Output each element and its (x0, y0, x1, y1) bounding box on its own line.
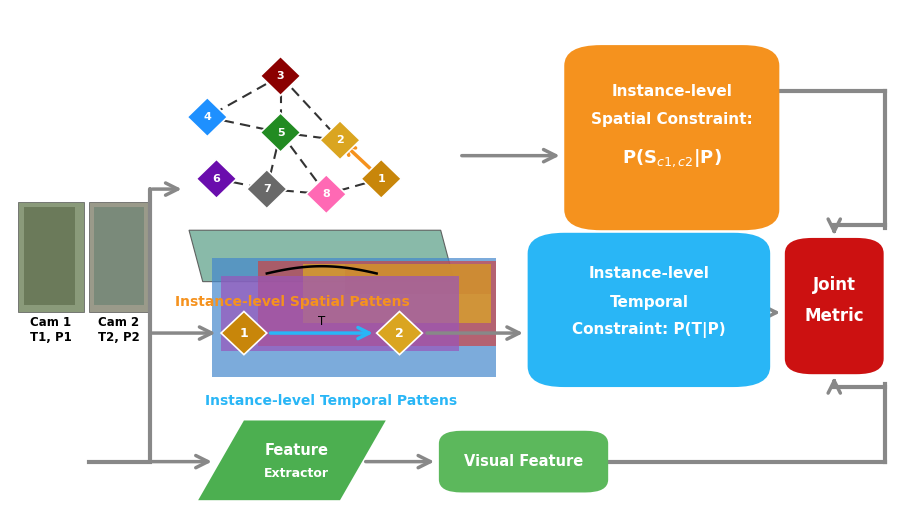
Text: Metric: Metric (804, 307, 864, 325)
Bar (24, 207, 74, 305)
Text: Instance-level: Instance-level (611, 84, 733, 99)
FancyBboxPatch shape (439, 431, 609, 493)
Text: Cam 1
T1, P1: Cam 1 T1, P1 (30, 316, 72, 344)
Text: Constraint: P(T|P): Constraint: P(T|P) (572, 323, 726, 339)
Polygon shape (189, 230, 454, 282)
Bar (89, 202, 149, 312)
Text: Extractor: Extractor (264, 467, 329, 480)
Text: 2: 2 (395, 327, 404, 340)
FancyBboxPatch shape (528, 233, 770, 387)
Polygon shape (198, 420, 386, 500)
Text: P(S$_{c1,c2}$|P): P(S$_{c1,c2}$|P) (621, 147, 722, 169)
Bar (221, 277, 459, 351)
Text: Temporal: Temporal (610, 295, 688, 310)
Text: 4: 4 (204, 112, 211, 122)
Polygon shape (307, 175, 346, 214)
Bar (212, 258, 496, 377)
Text: T: T (319, 315, 325, 328)
Text: 6: 6 (213, 174, 220, 184)
Polygon shape (261, 56, 301, 96)
Text: Instance-level: Instance-level (588, 266, 710, 281)
Text: 2: 2 (336, 135, 344, 145)
Bar (304, 264, 491, 323)
Polygon shape (319, 120, 360, 160)
Text: Instance-level Temporal Pattens: Instance-level Temporal Pattens (205, 394, 457, 408)
Polygon shape (247, 170, 287, 209)
Text: Visual Feature: Visual Feature (464, 454, 583, 469)
Polygon shape (361, 159, 401, 199)
FancyBboxPatch shape (785, 238, 884, 374)
Text: Feature: Feature (264, 443, 329, 458)
Text: 1: 1 (377, 174, 385, 184)
Polygon shape (187, 98, 228, 136)
Text: Instance-level Spatial Pattens: Instance-level Spatial Pattens (175, 295, 409, 309)
Text: 3: 3 (276, 71, 285, 81)
Text: Joint: Joint (812, 277, 856, 295)
Polygon shape (221, 311, 267, 355)
Text: Cam 2
T2, P2: Cam 2 T2, P2 (97, 316, 140, 344)
Text: 1: 1 (240, 327, 248, 340)
Polygon shape (376, 311, 422, 355)
Bar (17, 202, 84, 312)
Bar (258, 261, 496, 346)
Bar (94, 207, 144, 305)
Text: Spatial Constraint:: Spatial Constraint: (591, 112, 753, 127)
Text: 7: 7 (263, 184, 271, 194)
Polygon shape (261, 113, 301, 152)
Text: 5: 5 (276, 128, 285, 138)
Bar (344, 264, 491, 295)
Text: 8: 8 (322, 189, 330, 199)
FancyBboxPatch shape (565, 45, 779, 230)
Polygon shape (196, 159, 237, 199)
